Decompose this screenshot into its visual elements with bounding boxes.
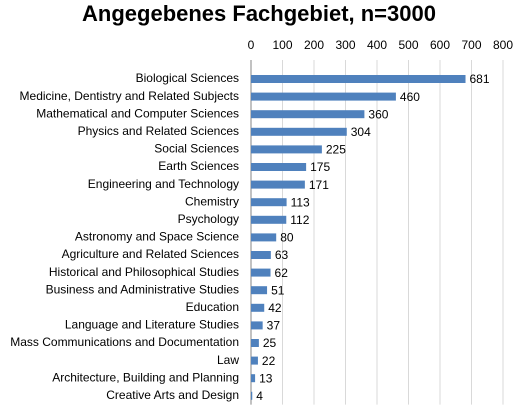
bar [251, 145, 322, 154]
y-tick-label: Agriculture and Related Sciences [62, 247, 239, 261]
bar [251, 163, 307, 171]
bar [251, 391, 253, 400]
bar [251, 75, 466, 83]
x-tick-label: 0 [248, 38, 255, 52]
value-label: 225 [326, 143, 346, 157]
x-tick-label: 400 [367, 38, 387, 52]
bar [251, 180, 305, 189]
value-label: 22 [262, 354, 276, 368]
x-tick-label: 800 [493, 38, 513, 52]
bar [251, 127, 347, 136]
value-label: 113 [291, 195, 310, 209]
y-tick-label: Engineering and Technology [88, 177, 239, 191]
bar [251, 374, 256, 383]
x-tick-label: 700 [461, 38, 481, 52]
value-label: 80 [280, 231, 294, 245]
bar [251, 286, 268, 295]
bar [251, 198, 287, 207]
x-tick-label: 300 [335, 38, 355, 52]
value-label: 112 [290, 213, 309, 227]
y-tick-label: Chemistry [185, 194, 239, 208]
bar [251, 233, 277, 242]
bar [251, 92, 396, 101]
y-tick-label: Astronomy and Space Science [75, 230, 239, 244]
bar [251, 251, 271, 259]
bar [251, 356, 258, 365]
value-label: 360 [368, 107, 388, 121]
y-tick-label: Social Sciences [154, 142, 239, 156]
x-tick-label: 500 [398, 38, 418, 52]
y-tick-label: Mass Communications and Documentation [10, 335, 239, 349]
y-tick-label: Language and Literature Studies [65, 318, 239, 332]
value-label: 304 [351, 125, 371, 139]
value-label: 460 [400, 90, 420, 104]
y-tick-label: Education [186, 300, 239, 314]
y-tick-label: Architecture, Building and Planning [52, 370, 239, 384]
value-label: 62 [275, 266, 289, 280]
y-tick-label: Earth Sciences [158, 159, 239, 173]
y-tick-label: Business and Administrative Studies [46, 282, 239, 296]
x-tick-label: 600 [430, 38, 450, 52]
bar [251, 321, 263, 330]
value-label: 51 [271, 283, 285, 297]
value-label: 171 [309, 178, 329, 192]
y-tick-label: Psychology [178, 212, 239, 226]
y-tick-label: Creative Arts and Design [106, 388, 239, 402]
x-tick-label: 200 [304, 38, 324, 52]
x-tick-label: 100 [272, 38, 292, 52]
bar [251, 110, 365, 119]
bar [251, 215, 287, 224]
y-tick-label: Physics and Related Sciences [78, 124, 239, 138]
y-tick-label: Biological Sciences [136, 71, 239, 85]
value-label: 42 [268, 301, 282, 315]
bar [251, 268, 271, 277]
chart-title: Angegebenes Fachgebiet, n=3000 [82, 1, 436, 26]
value-label: 13 [259, 371, 273, 385]
value-label: 175 [310, 160, 330, 174]
y-tick-label: Mathematical and Computer Sciences [36, 106, 239, 120]
y-tick-label: Medicine, Dentistry and Related Subjects [20, 89, 239, 103]
y-tick-label: Law [217, 353, 239, 367]
value-label: 25 [263, 336, 277, 350]
value-label: 37 [267, 319, 281, 333]
value-label: 4 [256, 389, 263, 403]
value-label: 681 [470, 72, 490, 86]
bar [251, 339, 259, 347]
y-tick-label: Historical and Philosophical Studies [49, 265, 239, 279]
value-label: 63 [275, 248, 289, 262]
bar [251, 303, 265, 312]
